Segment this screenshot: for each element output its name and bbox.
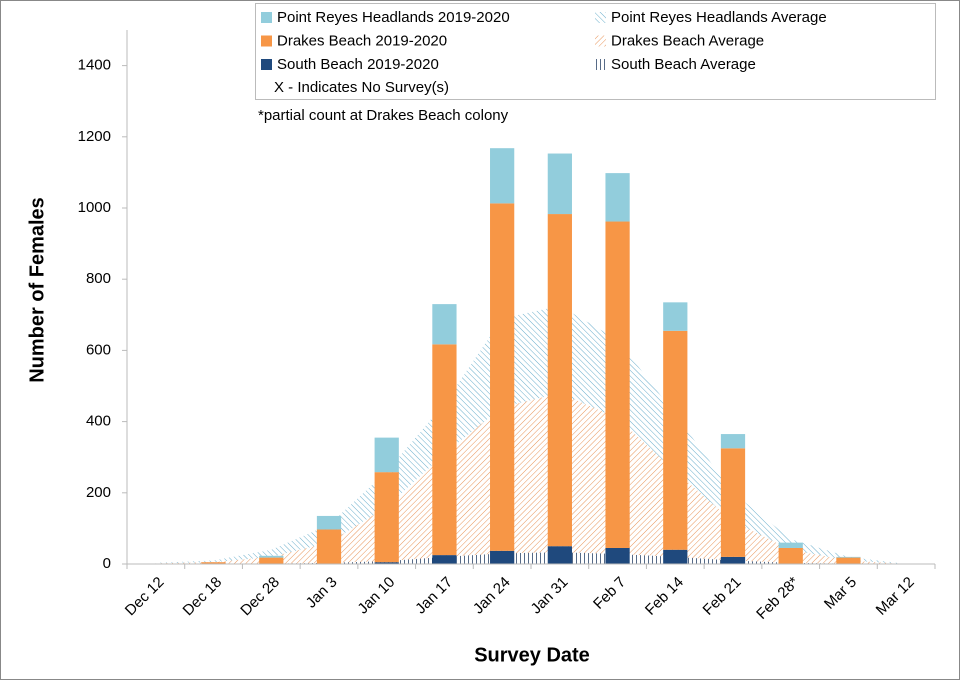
bar — [374, 472, 399, 563]
average-area — [155, 305, 907, 564]
average-area — [155, 393, 907, 564]
bar — [547, 153, 572, 215]
legend-swatch — [261, 59, 272, 70]
legend-swatch — [595, 59, 606, 70]
y-tick-label: 400 — [86, 413, 111, 430]
bar — [663, 549, 688, 564]
bar — [490, 148, 515, 204]
legend-label: South Beach Average — [611, 56, 756, 73]
bar — [663, 302, 688, 331]
bar — [720, 434, 746, 449]
legend-label: Point Reyes Headlands 2019-2020 — [277, 9, 510, 26]
y-tick-label: 0 — [103, 555, 111, 572]
bar — [259, 557, 284, 564]
bar — [374, 562, 399, 564]
y-tick-label: 800 — [86, 270, 111, 287]
legend-swatch — [595, 12, 606, 23]
y-axis-title: Number of Females — [26, 197, 48, 383]
bar — [605, 221, 630, 548]
bar — [316, 529, 342, 564]
bar — [432, 344, 457, 556]
bar — [490, 203, 515, 551]
bar — [201, 562, 226, 564]
bar — [720, 448, 746, 557]
bar — [663, 330, 688, 550]
bar — [316, 515, 342, 530]
bar — [778, 547, 803, 564]
bar — [374, 437, 399, 473]
bar — [720, 556, 746, 564]
bar — [547, 546, 572, 564]
bar — [605, 547, 630, 564]
legend-label: South Beach 2019-2020 — [277, 56, 439, 73]
bar — [605, 173, 630, 222]
x-axis-title: Survey Date — [474, 644, 590, 666]
bar — [432, 555, 457, 564]
legend-note: X - Indicates No Survey(s) — [274, 79, 449, 96]
bar — [490, 550, 515, 564]
bar — [259, 555, 284, 558]
bar — [836, 557, 861, 564]
annotation: *partial count at Drakes Beach colony — [258, 107, 509, 124]
average-area — [155, 552, 907, 564]
y-tick-label: 200 — [86, 484, 111, 501]
bar — [778, 542, 803, 548]
legend-swatch — [595, 35, 606, 47]
bar — [836, 556, 861, 558]
bar — [432, 304, 457, 345]
y-tick-label: 1200 — [78, 128, 111, 145]
bar — [547, 214, 572, 547]
legend-swatch — [261, 35, 272, 47]
y-tick-label: 600 — [86, 341, 111, 358]
legend-label: Drakes Beach Average — [611, 32, 764, 49]
y-tick-label: 1000 — [78, 199, 111, 216]
legend-label: Drakes Beach 2019-2020 — [277, 32, 447, 49]
y-tick-label: 1400 — [78, 57, 111, 74]
legend-swatch — [261, 12, 272, 23]
legend-label: Point Reyes Headlands Average — [611, 9, 827, 26]
